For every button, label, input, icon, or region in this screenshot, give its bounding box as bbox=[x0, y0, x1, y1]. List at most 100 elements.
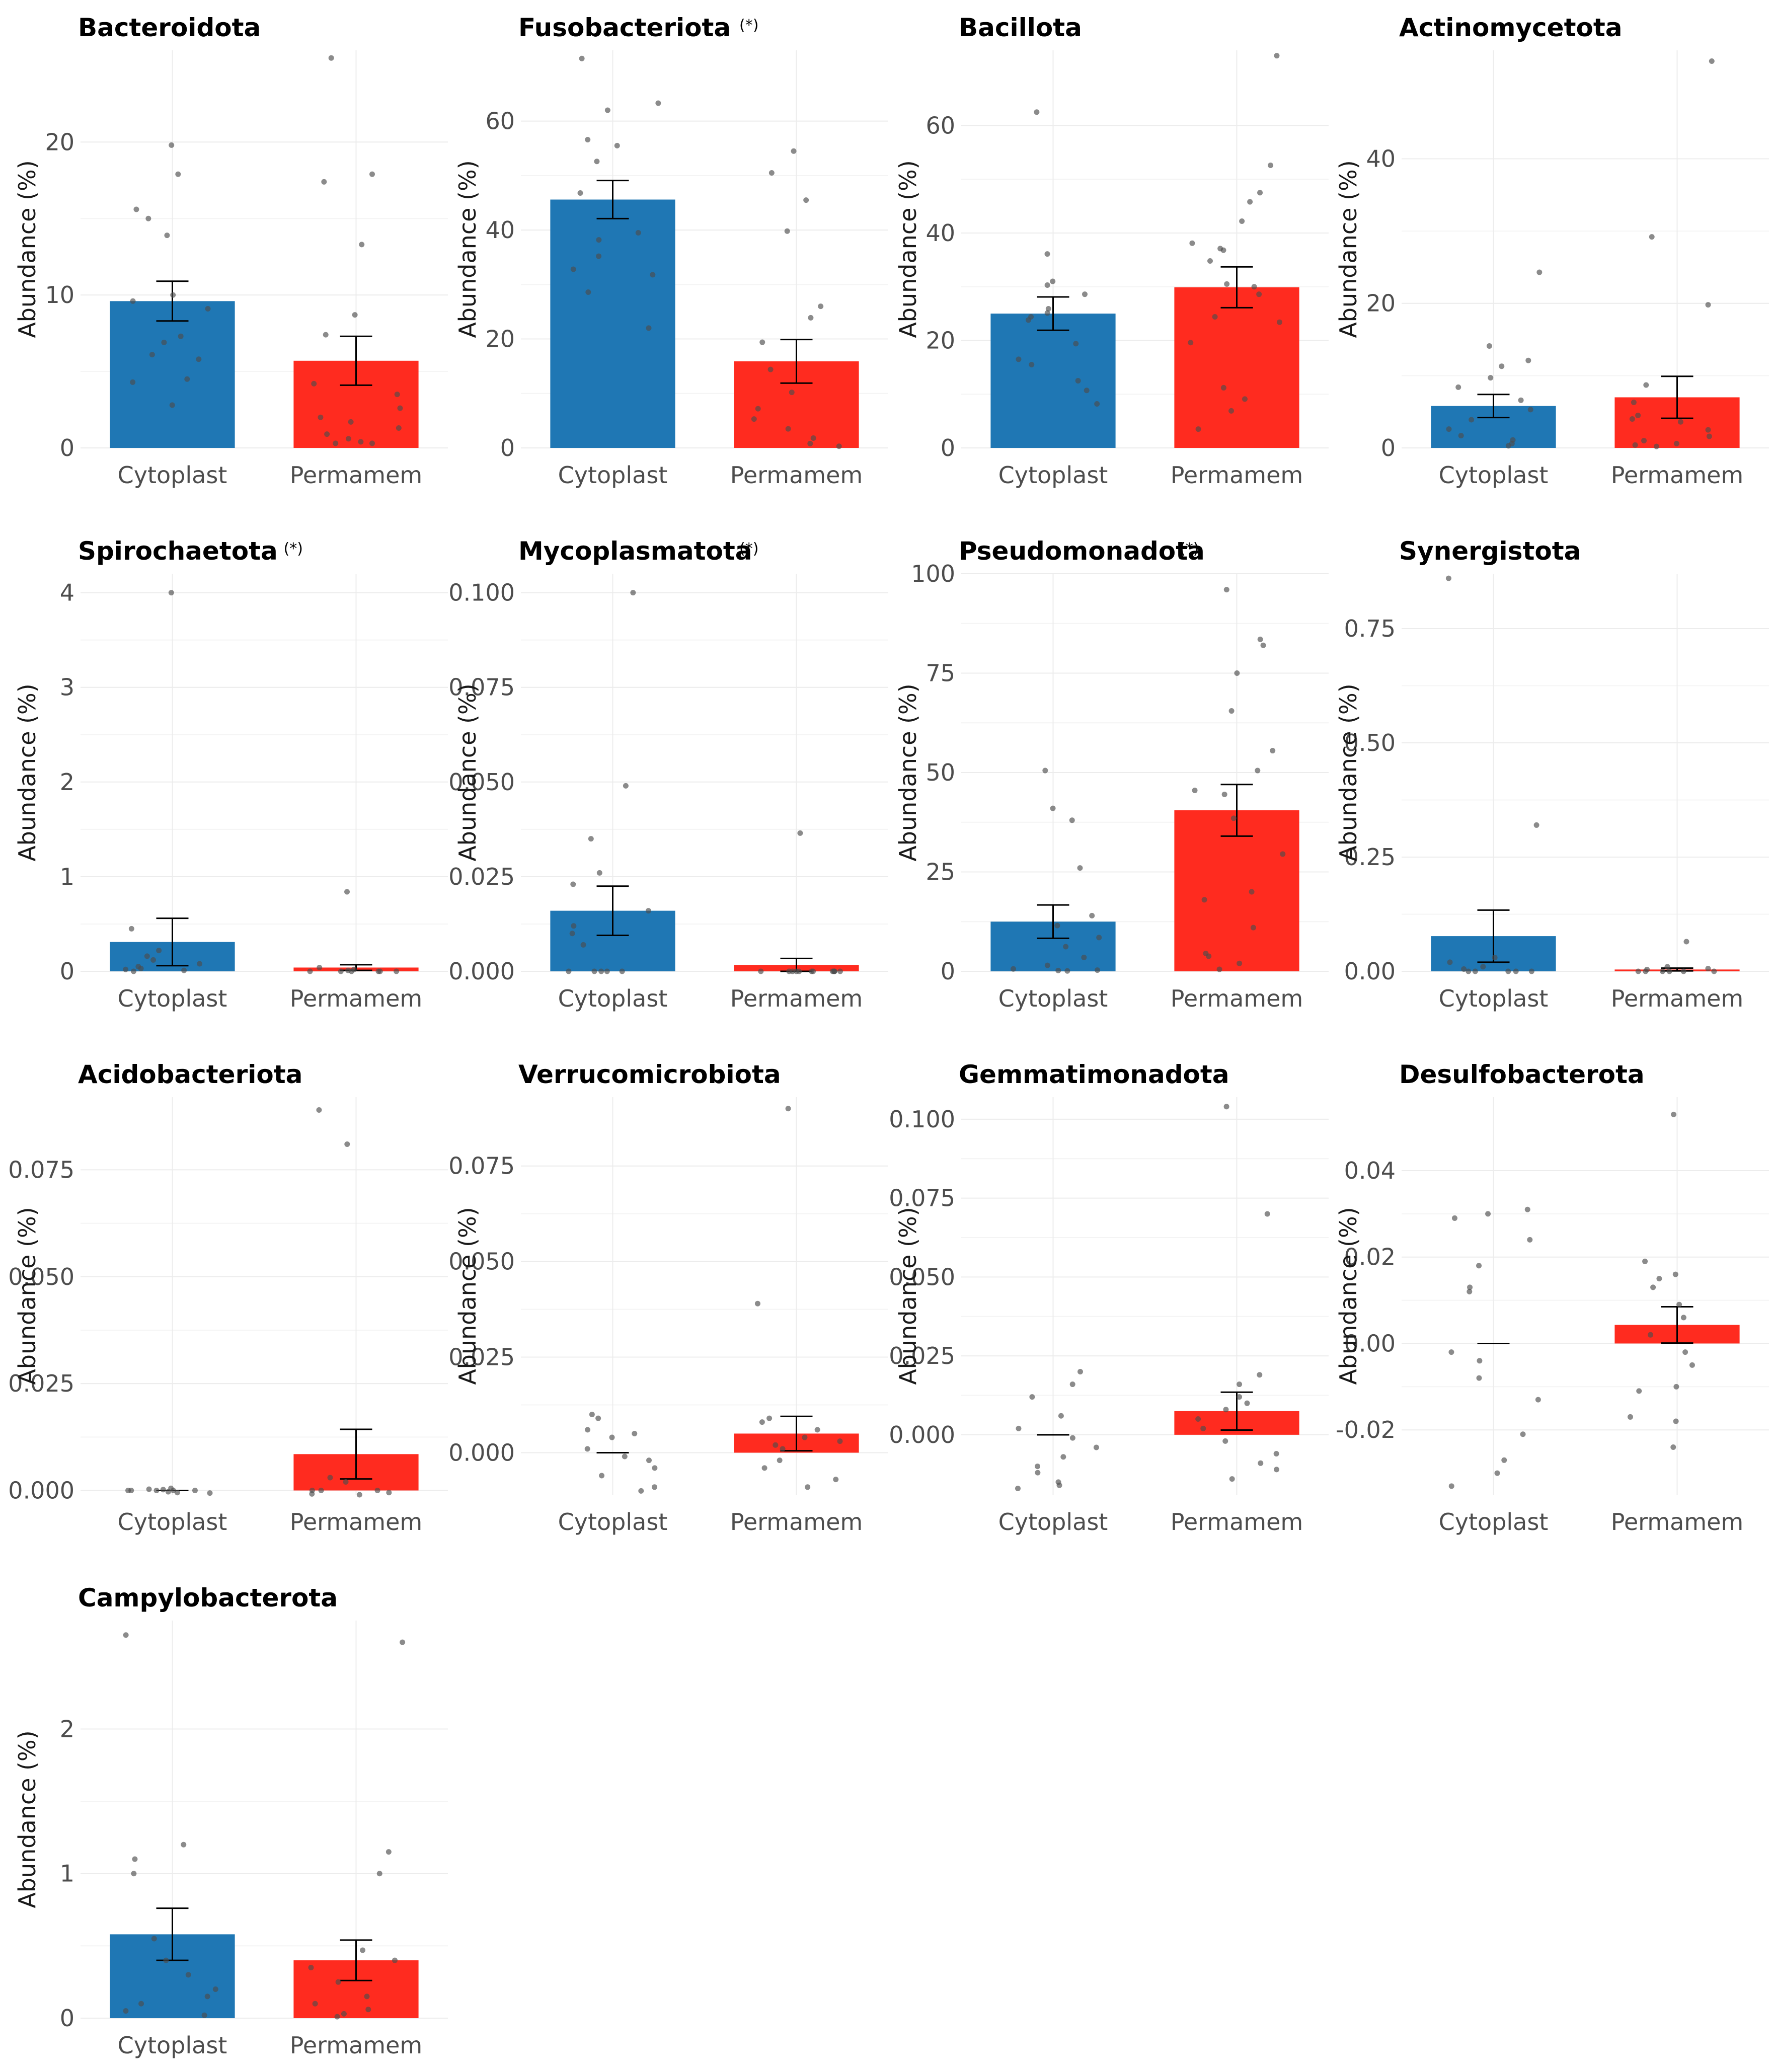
data-point bbox=[1188, 340, 1194, 346]
y-tick-label: 0.00 bbox=[1344, 958, 1396, 985]
data-point bbox=[1069, 1382, 1075, 1388]
data-point bbox=[1034, 109, 1040, 115]
data-point bbox=[1069, 817, 1075, 823]
data-point bbox=[585, 289, 591, 295]
data-point bbox=[833, 1477, 839, 1483]
significance-marker: (*) bbox=[739, 540, 758, 558]
error-bar bbox=[340, 335, 372, 386]
data-point bbox=[1220, 385, 1226, 391]
data-point bbox=[1448, 1483, 1454, 1489]
data-point bbox=[165, 1489, 171, 1495]
data-point bbox=[1446, 426, 1452, 432]
data-point bbox=[1255, 768, 1261, 774]
panel-verrucomicrobiota: 0.000 0.025 0.050 0.075 Verrucomicrobiota Abu… bbox=[448, 1060, 888, 1536]
data-point bbox=[803, 197, 809, 203]
data-point bbox=[170, 292, 176, 298]
data-point bbox=[128, 926, 134, 932]
y-tick-label: 1 bbox=[60, 1860, 74, 1887]
data-point bbox=[1653, 443, 1659, 449]
data-point bbox=[588, 836, 594, 842]
data-point bbox=[1276, 319, 1282, 325]
data-point bbox=[1016, 356, 1022, 362]
data-point bbox=[1268, 162, 1274, 168]
data-point bbox=[207, 1490, 213, 1496]
data-point bbox=[1648, 1332, 1654, 1338]
error-bar bbox=[1220, 266, 1253, 309]
panel-title: Campylobacterota bbox=[78, 1583, 338, 1613]
data-point bbox=[646, 1457, 652, 1464]
x-tick-label-permamem: Permamem bbox=[1611, 462, 1743, 489]
data-point bbox=[1096, 935, 1102, 941]
data-point bbox=[1672, 1271, 1678, 1277]
panel-title: Desulfobacterota bbox=[1399, 1060, 1645, 1089]
data-point bbox=[131, 968, 137, 974]
data-point bbox=[785, 426, 791, 432]
data-point bbox=[755, 406, 761, 412]
data-point bbox=[321, 179, 327, 185]
data-point bbox=[1192, 788, 1198, 794]
y-tick-label: 0.100 bbox=[448, 579, 515, 606]
data-point bbox=[591, 968, 597, 974]
y-tick-label: 0.075 bbox=[8, 1156, 74, 1183]
data-point bbox=[1636, 1388, 1642, 1394]
data-point bbox=[1260, 642, 1266, 648]
data-point bbox=[1222, 1438, 1228, 1444]
data-point bbox=[169, 142, 175, 148]
data-point bbox=[1533, 822, 1539, 828]
data-point bbox=[1223, 1104, 1229, 1110]
x-tick-label-permamem: Permamem bbox=[730, 985, 863, 1012]
data-point bbox=[138, 2001, 144, 2007]
x-tick-label-cytoplast: Cytoplast bbox=[998, 1508, 1108, 1536]
data-point bbox=[622, 1453, 628, 1460]
data-point bbox=[1664, 964, 1670, 970]
y-tick-label: 75 bbox=[926, 660, 955, 687]
data-point bbox=[635, 230, 641, 236]
data-point bbox=[1499, 363, 1505, 369]
data-point bbox=[1050, 805, 1056, 811]
data-point bbox=[204, 1993, 210, 2000]
x-tick-label-cytoplast: Cytoplast bbox=[118, 462, 227, 489]
data-point bbox=[1247, 199, 1253, 205]
data-point bbox=[836, 443, 842, 449]
data-point bbox=[174, 1490, 180, 1496]
y-tick-label: 10 bbox=[45, 281, 74, 309]
data-point bbox=[589, 1411, 595, 1417]
data-point bbox=[1010, 966, 1016, 972]
data-point bbox=[754, 1300, 760, 1307]
data-point bbox=[1635, 412, 1641, 418]
data-point bbox=[758, 968, 764, 974]
data-point bbox=[810, 968, 816, 974]
x-tick-label-cytoplast: Cytoplast bbox=[558, 462, 668, 489]
data-point bbox=[604, 968, 610, 974]
data-point bbox=[338, 968, 344, 974]
data-point bbox=[400, 1639, 406, 1645]
y-tick-label: 0 bbox=[60, 434, 74, 462]
data-point bbox=[1476, 1263, 1482, 1269]
data-point bbox=[810, 435, 816, 441]
data-point bbox=[164, 233, 170, 239]
y-tick-label: 0.000 bbox=[448, 1439, 515, 1466]
y-tick-label: 0.100 bbox=[889, 1106, 955, 1133]
data-point bbox=[123, 2008, 129, 2014]
data-point bbox=[1221, 791, 1227, 797]
panel-campylobacterota: 0 1 2 Campylobacterota Abundance (%) Cytoplas… bbox=[14, 1583, 448, 2059]
data-point bbox=[181, 967, 187, 973]
data-point bbox=[1054, 923, 1060, 929]
data-point bbox=[328, 55, 334, 61]
data-point bbox=[369, 440, 375, 446]
data-point bbox=[394, 968, 400, 974]
data-point bbox=[1044, 282, 1050, 288]
x-tick-label-cytoplast: Cytoplast bbox=[1439, 985, 1549, 1012]
y-tick-label: 0.025 bbox=[448, 1344, 515, 1371]
data-point bbox=[759, 339, 765, 345]
data-point bbox=[1257, 1372, 1263, 1378]
panel-title: Gemmatimonadota bbox=[959, 1060, 1229, 1089]
data-point bbox=[1220, 247, 1226, 253]
panel-desulfobacterota: -0.02 0.00 0.02 0.04 Desulfobacterota Abundan… bbox=[1335, 1060, 1769, 1536]
data-point bbox=[212, 1986, 218, 1992]
data-point bbox=[1035, 1464, 1041, 1470]
data-point bbox=[632, 1430, 638, 1436]
data-point bbox=[312, 2001, 318, 2007]
data-point bbox=[1094, 967, 1100, 973]
